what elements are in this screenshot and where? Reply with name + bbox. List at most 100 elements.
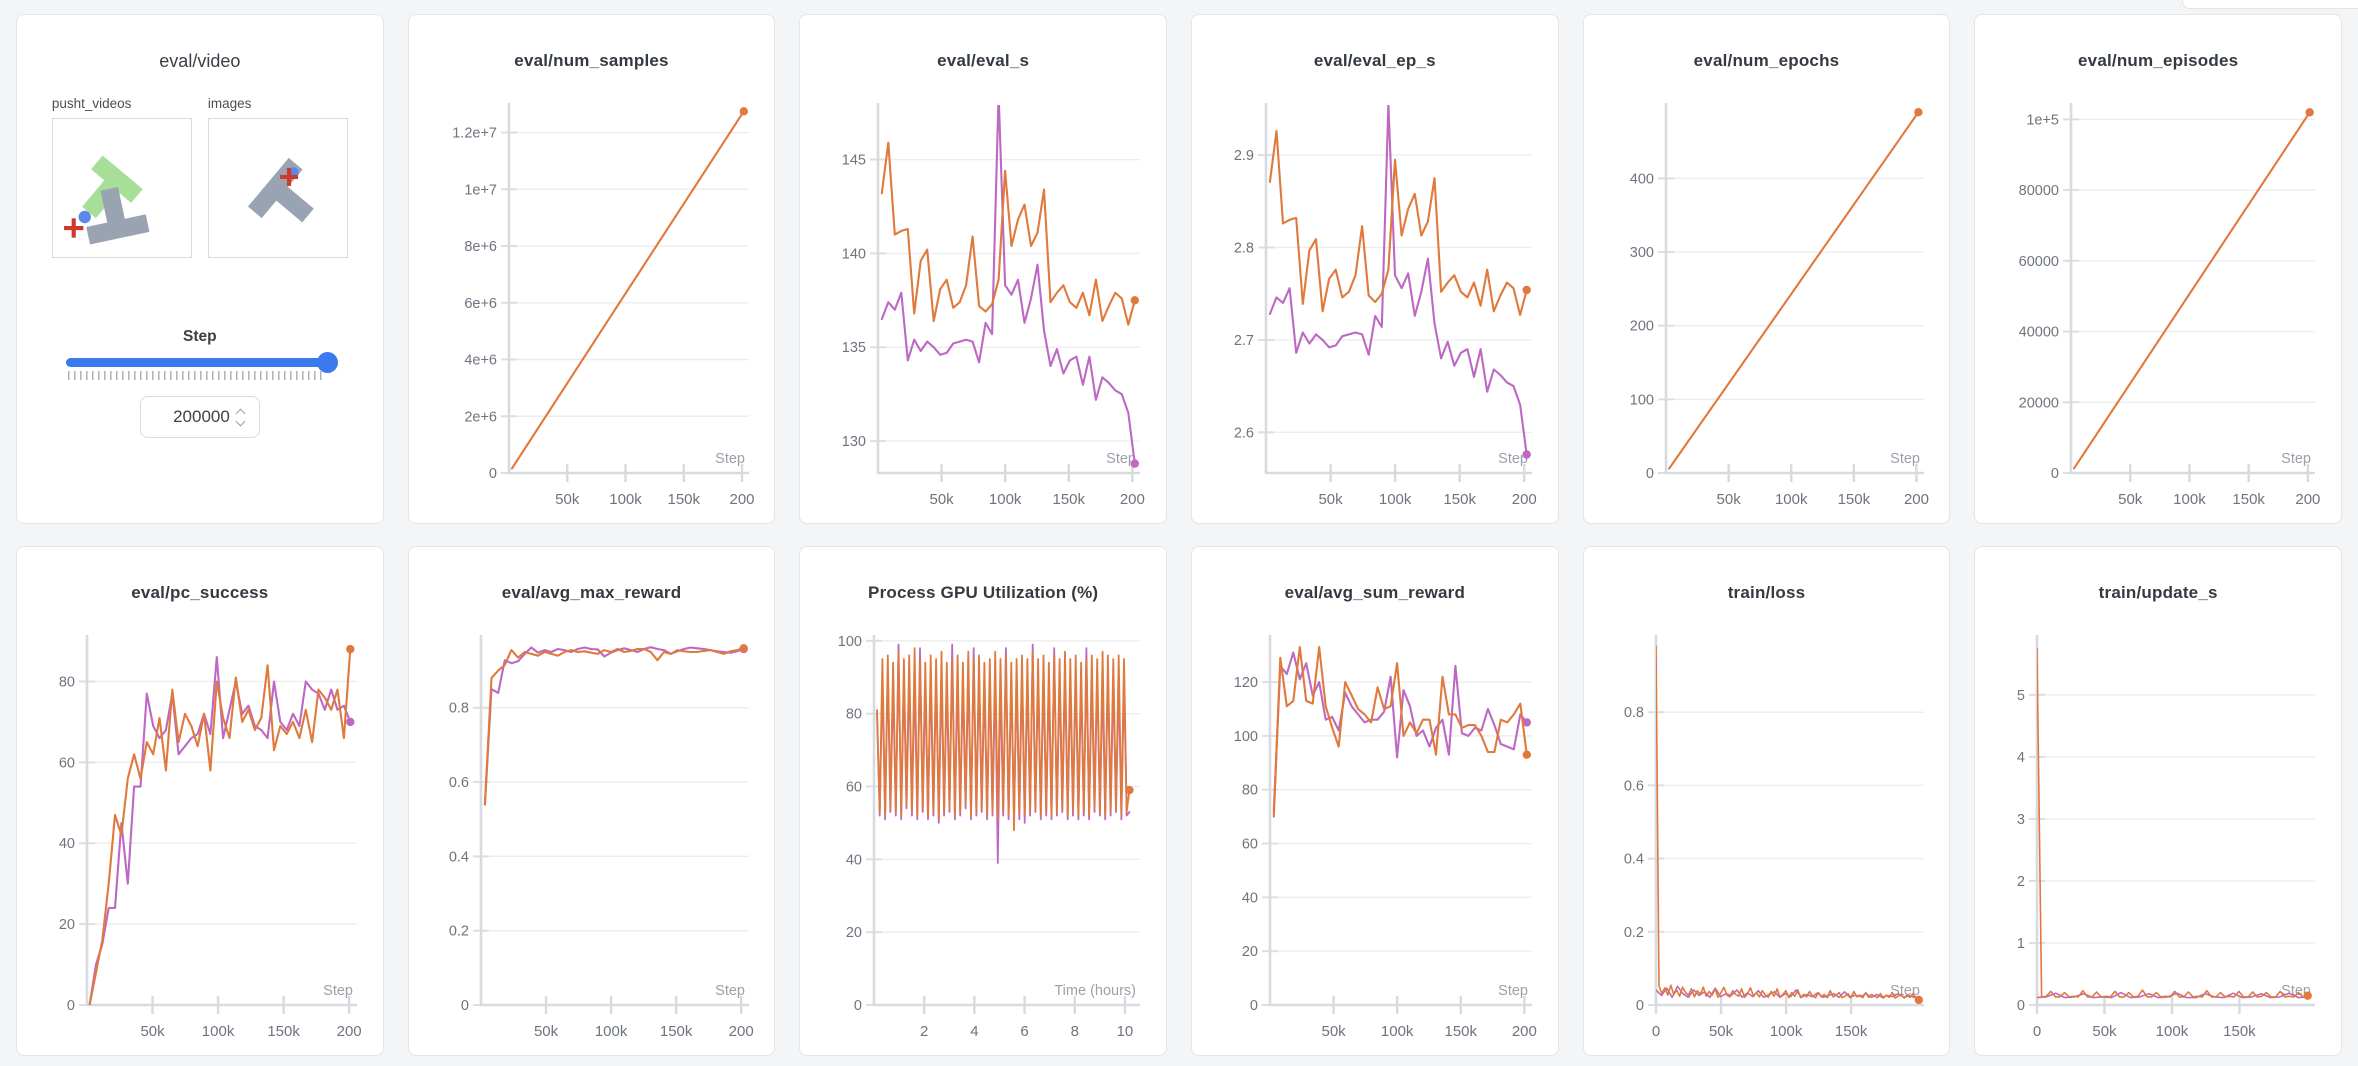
svg-text:60000: 60000 bbox=[2019, 254, 2059, 270]
svg-text:150k: 150k bbox=[1835, 1023, 1868, 1040]
panel-eval-num-episodes[interactable]: eval/num_episodes 0 20000 40000 60000 80000 1… bbox=[1974, 14, 2342, 524]
panel-train-update-s[interactable]: train/update_s 0 1 2 3 4 5 0 50k 100k 150k Step bbox=[1974, 546, 2342, 1056]
svg-text:4: 4 bbox=[971, 1023, 979, 1040]
video-thumbnails: pusht_videos bbox=[51, 96, 348, 258]
panel-eval-num-epochs[interactable]: eval/num_epochs 0 100 200 300 400 50k 100k 150k… bbox=[1582, 14, 1951, 524]
svg-text:2.8: 2.8 bbox=[1234, 240, 1254, 256]
step-slider[interactable] bbox=[65, 352, 338, 380]
panel-eval-eval-s[interactable]: eval/eval_s 130 135 140 145 50k 100k 150k 200 St… bbox=[799, 14, 1167, 524]
svg-text:200: 200 bbox=[2296, 491, 2321, 508]
svg-text:6e+6: 6e+6 bbox=[464, 296, 497, 312]
svg-text:Step: Step bbox=[1498, 983, 1528, 999]
step-spinner bbox=[235, 408, 246, 426]
svg-text:0.6: 0.6 bbox=[448, 775, 468, 791]
panel-train-loss[interactable]: train/loss 0 0.2 0.4 0.6 0.8 0 50k 100k 150k Step bbox=[1582, 546, 1951, 1056]
svg-text:0: 0 bbox=[489, 466, 497, 482]
svg-text:200: 200 bbox=[1904, 491, 1929, 508]
svg-text:1.2e+7: 1.2e+7 bbox=[452, 126, 497, 142]
svg-text:Time (hours): Time (hours) bbox=[1055, 983, 1137, 999]
svg-text:0: 0 bbox=[461, 998, 469, 1014]
svg-text:50k: 50k bbox=[1716, 491, 1741, 508]
svg-text:40: 40 bbox=[1242, 890, 1258, 906]
svg-text:0: 0 bbox=[2051, 466, 2059, 482]
svg-text:0: 0 bbox=[2033, 1023, 2041, 1040]
svg-text:100k: 100k bbox=[202, 1023, 235, 1040]
chart-canvas-train-loss[interactable]: 0 0.2 0.4 0.6 0.8 0 50k 100k 150k Step bbox=[1598, 631, 1936, 1047]
svg-text:8: 8 bbox=[1071, 1023, 1079, 1040]
panel-eval-avg-max-reward[interactable]: eval/avg_max_reward 0 0.2 0.4 0.6 0.8 50k 100k… bbox=[407, 546, 776, 1056]
image-thumbnail[interactable] bbox=[207, 118, 348, 258]
chart-title: eval/avg_sum_reward bbox=[1284, 583, 1466, 602]
chart-canvas-num-episodes[interactable]: 0 20000 40000 60000 80000 1e+5 50k 100k 150k 200 S… bbox=[1989, 99, 2327, 515]
svg-text:1e+5: 1e+5 bbox=[2027, 112, 2060, 128]
chart-title: eval/num_epochs bbox=[1693, 51, 1840, 70]
svg-text:Step: Step bbox=[323, 983, 353, 999]
svg-text:2.9: 2.9 bbox=[1234, 148, 1254, 164]
chart-canvas-num-epochs[interactable]: 0 100 200 300 400 50k 100k 150k 200 Step bbox=[1598, 99, 1936, 515]
svg-text:50k: 50k bbox=[534, 1023, 559, 1040]
step-slider-track[interactable] bbox=[65, 358, 334, 367]
step-value-input[interactable] bbox=[155, 407, 230, 427]
panel-eval-avg-sum-reward[interactable]: eval/avg_sum_reward 0 20 40 60 80 100 120 50k 10… bbox=[1190, 546, 1559, 1056]
svg-text:2.7: 2.7 bbox=[1234, 333, 1254, 349]
svg-text:150k: 150k bbox=[1053, 491, 1086, 508]
svg-text:0.8: 0.8 bbox=[448, 701, 468, 717]
svg-text:20: 20 bbox=[59, 917, 75, 933]
svg-text:Step: Step bbox=[715, 983, 745, 999]
svg-text:50k: 50k bbox=[1318, 491, 1343, 508]
svg-text:100k: 100k bbox=[1775, 491, 1808, 508]
svg-text:135: 135 bbox=[842, 340, 866, 356]
chart-canvas-gpu-utilization[interactable]: 0 20 40 60 80 100 2 4 6 8 10 Time (hours) bbox=[814, 631, 1152, 1047]
svg-text:200: 200 bbox=[337, 1023, 362, 1040]
svg-text:50k: 50k bbox=[1321, 1023, 1346, 1040]
svg-text:4: 4 bbox=[2017, 750, 2025, 766]
chart-canvas-train-update-s[interactable]: 0 1 2 3 4 5 0 50k 100k 150k Step bbox=[1989, 631, 2327, 1047]
partial-panel-above bbox=[2182, 0, 2358, 9]
video-thumbnail-pusht[interactable] bbox=[51, 118, 192, 258]
chart-title: train/loss bbox=[1727, 583, 1806, 602]
svg-text:200: 200 bbox=[728, 1023, 753, 1040]
chart-title: Process GPU Utilization (%) bbox=[868, 583, 1099, 602]
svg-text:60: 60 bbox=[59, 755, 75, 771]
chart-canvas-avg-sum-reward[interactable]: 0 20 40 60 80 100 120 50k 100k 150k 200 Step bbox=[1206, 631, 1544, 1047]
panel-gpu-utilization[interactable]: Process GPU Utilization (%) 0 20 40 60 80 100… bbox=[799, 546, 1167, 1056]
svg-text:50k: 50k bbox=[1709, 1023, 1734, 1040]
svg-text:130: 130 bbox=[842, 434, 866, 450]
svg-text:Step: Step bbox=[1106, 451, 1136, 467]
svg-text:200: 200 bbox=[1120, 491, 1145, 508]
thumb-label-images: images bbox=[207, 96, 252, 111]
svg-text:80000: 80000 bbox=[2019, 183, 2059, 199]
svg-text:200: 200 bbox=[1629, 319, 1653, 335]
svg-text:100k: 100k bbox=[594, 1023, 627, 1040]
svg-text:0.4: 0.4 bbox=[1623, 852, 1643, 868]
step-slider-label: Step bbox=[183, 328, 217, 345]
svg-text:40000: 40000 bbox=[2019, 325, 2059, 341]
svg-text:150k: 150k bbox=[660, 1023, 693, 1040]
svg-text:20000: 20000 bbox=[2019, 395, 2059, 411]
chart-canvas-num-samples[interactable]: 0 2e+6 4e+6 6e+6 8e+6 1e+7 1.2e+7 50k 100k 150k 20… bbox=[423, 99, 761, 515]
panel-eval-pc-success[interactable]: eval/pc_success 0 20 40 60 80 50k 100k 150k 200 S… bbox=[16, 546, 384, 1056]
chart-canvas-eval-s[interactable]: 130 135 140 145 50k 100k 150k 200 Step bbox=[814, 99, 1152, 515]
svg-text:0.4: 0.4 bbox=[448, 849, 468, 865]
svg-text:50k: 50k bbox=[140, 1023, 165, 1040]
chart-title: eval/avg_max_reward bbox=[501, 583, 682, 602]
thumb-label-pusht-videos: pusht_videos bbox=[51, 96, 132, 111]
step-decrement-button[interactable] bbox=[235, 416, 246, 426]
panel-eval-eval-ep-s[interactable]: eval/eval_ep_s 2.6 2.7 2.8 2.9 50k 100k 150k 20… bbox=[1190, 14, 1559, 524]
chart-canvas-avg-max-reward[interactable]: 0 0.2 0.4 0.6 0.8 50k 100k 150k 200 Step bbox=[423, 631, 761, 1047]
svg-text:3: 3 bbox=[2017, 812, 2025, 828]
svg-text:150k: 150k bbox=[1444, 1023, 1477, 1040]
svg-text:5: 5 bbox=[2017, 688, 2025, 704]
svg-text:80: 80 bbox=[59, 674, 75, 690]
panel-eval-num-samples[interactable]: eval/num_samples 0 2e+6 4e+6 6e+6 8e+6 1e+7 1.… bbox=[407, 14, 776, 524]
svg-text:150k: 150k bbox=[2223, 1023, 2256, 1040]
svg-text:Step: Step bbox=[2281, 451, 2311, 467]
step-slider-thumb[interactable] bbox=[316, 352, 338, 373]
svg-text:40: 40 bbox=[59, 836, 75, 852]
svg-text:Step: Step bbox=[715, 451, 745, 467]
chart-canvas-pc-success[interactable]: 0 20 40 60 80 50k 100k 150k 200 Step bbox=[31, 631, 369, 1047]
svg-text:80: 80 bbox=[1242, 783, 1258, 799]
svg-text:140: 140 bbox=[842, 246, 866, 262]
chart-canvas-eval-ep-s[interactable]: 2.6 2.7 2.8 2.9 50k 100k 150k 200 Step bbox=[1206, 99, 1544, 515]
panel-eval-video[interactable]: eval/video pusht_videos bbox=[16, 14, 384, 524]
